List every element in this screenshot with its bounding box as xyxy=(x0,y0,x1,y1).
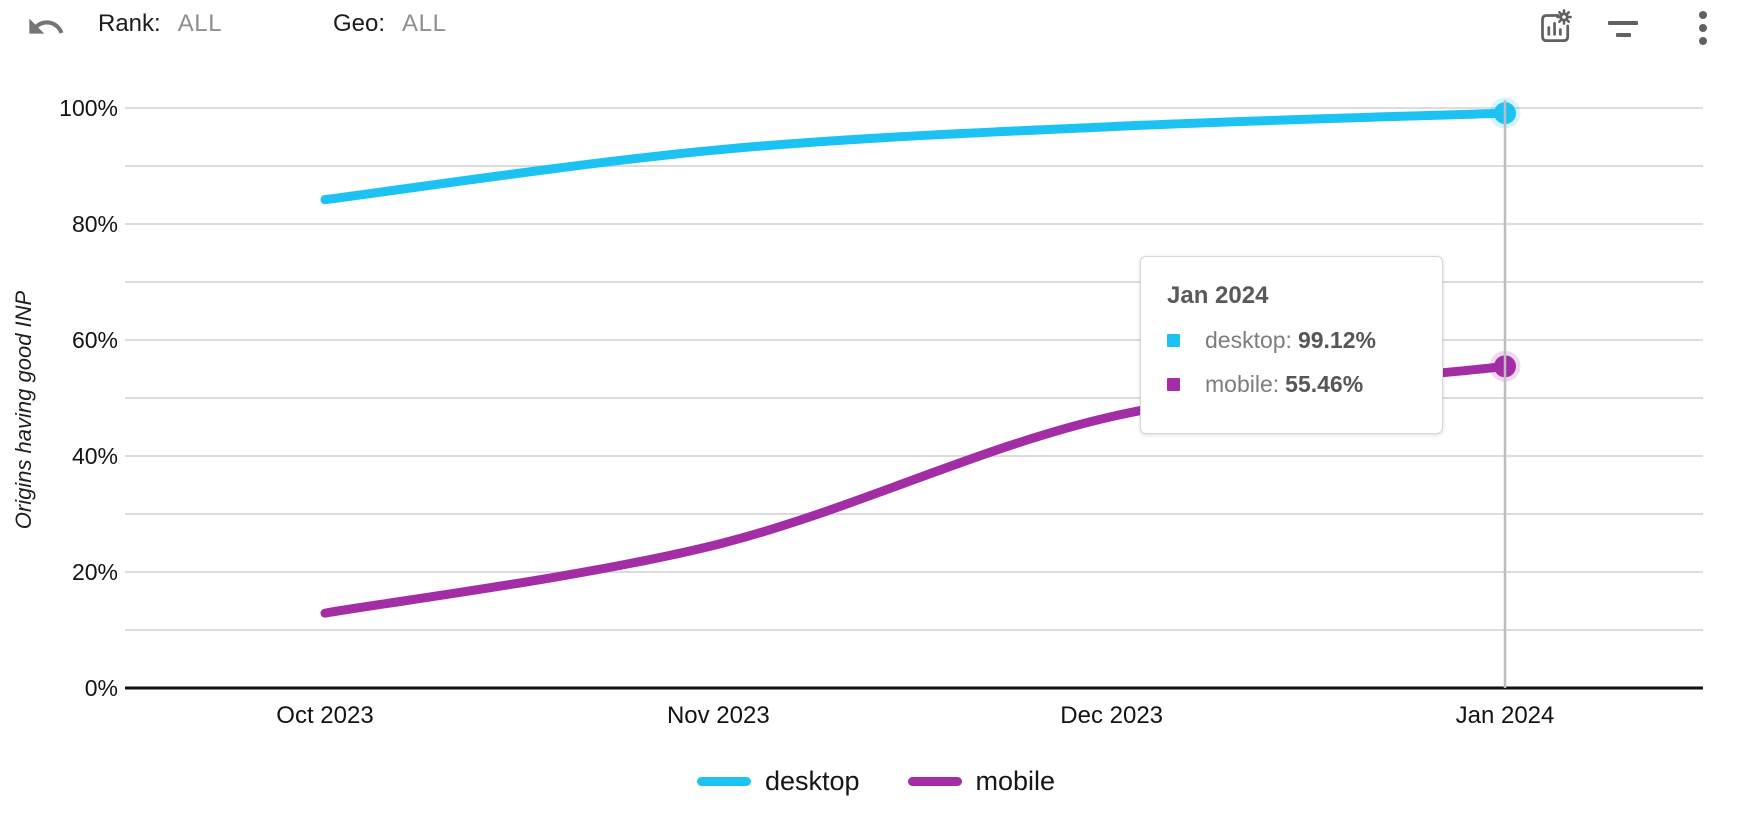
series-line-desktop[interactable] xyxy=(320,108,1510,205)
more-options-button[interactable] xyxy=(1681,6,1725,50)
undo-button[interactable] xyxy=(24,6,68,50)
tooltip-value-mobile: 55.46% xyxy=(1285,371,1364,397)
y-tick-label: 80% xyxy=(71,211,118,237)
filter-button[interactable] xyxy=(1601,6,1645,50)
filter-icon xyxy=(1608,21,1638,37)
geo-value[interactable]: ALL xyxy=(402,10,447,37)
tooltip-row-desktop: desktop: 99.12% xyxy=(1167,327,1416,354)
x-tick-label: Jan 2024 xyxy=(1455,702,1555,729)
chart-legend: desktop mobile xyxy=(0,766,1752,797)
x-tick-label: Oct 2023 xyxy=(276,702,374,729)
undo-icon xyxy=(29,18,64,34)
legend-item-mobile[interactable]: mobile xyxy=(907,766,1056,797)
geo-filter-control[interactable]: Geo: ALL xyxy=(333,10,447,38)
rank-filter-control[interactable]: Rank: ALL xyxy=(98,10,222,38)
y-tick-label: 40% xyxy=(71,443,118,469)
tooltip-row-mobile: mobile: 55.46% xyxy=(1167,371,1416,398)
gear-icon xyxy=(1556,9,1572,25)
legend-item-desktop[interactable]: desktop xyxy=(696,766,860,797)
chart-settings-icon xyxy=(1541,9,1572,43)
y-tick-label: 20% xyxy=(71,559,118,585)
rank-value[interactable]: ALL xyxy=(177,10,223,37)
tooltip-label-mobile: mobile: xyxy=(1205,371,1280,397)
y-tick-label: 0% xyxy=(84,675,118,701)
y-tick-label: 100% xyxy=(59,95,118,121)
rank-label: Rank: xyxy=(98,10,161,37)
chart-tooltip: Jan 2024 desktop: 99.12% mobile: 55.46% xyxy=(1140,256,1443,434)
tooltip-swatch-desktop xyxy=(1167,334,1180,347)
y-axis-title: Origins having good INP xyxy=(11,290,36,530)
chart-settings-button[interactable] xyxy=(1531,6,1575,50)
toolbar: Rank: ALL Geo: ALL xyxy=(0,0,1752,56)
legend-swatch-desktop xyxy=(696,777,751,786)
tooltip-label-desktop: desktop: xyxy=(1205,327,1292,353)
legend-swatch-mobile xyxy=(907,777,962,786)
legend-label-mobile: mobile xyxy=(975,766,1056,796)
tooltip-value-desktop: 99.12% xyxy=(1297,327,1376,353)
x-tick-label: Nov 2023 xyxy=(666,702,770,729)
geo-label: Geo: xyxy=(333,10,386,37)
more-vert-icon xyxy=(1699,11,1707,45)
tooltip-title: Jan 2024 xyxy=(1167,282,1269,309)
y-tick-label: 60% xyxy=(71,327,118,353)
x-tick-label: Dec 2023 xyxy=(1060,702,1164,729)
legend-label-desktop: desktop xyxy=(764,766,860,796)
toolbar-actions xyxy=(0,6,1752,50)
tooltip-swatch-mobile xyxy=(1167,378,1180,391)
